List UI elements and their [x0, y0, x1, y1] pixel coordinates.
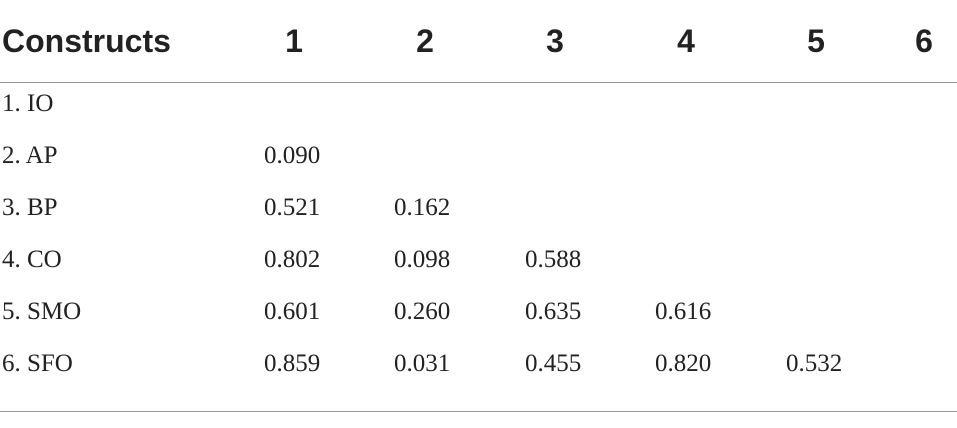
table-cell: 0.635	[525, 298, 582, 325]
row-label: 4. CO	[2, 246, 62, 273]
header-constructs: Constructs	[2, 23, 171, 59]
row-label: 1. IO	[2, 90, 54, 117]
row-label: 3. BP	[2, 194, 58, 221]
table-cell: 0.588	[525, 246, 582, 273]
table-cell: 0.601	[264, 298, 321, 325]
header-col-1: 1	[285, 23, 303, 59]
table-cell: 0.521	[264, 194, 321, 221]
header-col-5: 5	[807, 23, 825, 59]
table-row: 1. IO	[0, 84, 957, 136]
header-col-3: 3	[546, 23, 564, 59]
table-row: 3. BP 0.521 0.162	[0, 188, 957, 240]
table-bottom-rule	[0, 411, 957, 412]
table-cell: 0.616	[655, 298, 712, 325]
table-cell: 0.455	[525, 350, 582, 377]
correlation-table: Constructs 1 2 3 4 5 6 1. IO 2. AP 0.090…	[0, 0, 957, 412]
row-label: 5. SMO	[2, 298, 82, 325]
table-row: 2. AP 0.090	[0, 136, 957, 188]
row-label: 2. AP	[2, 142, 58, 169]
header-col-4: 4	[677, 23, 695, 59]
table-row: 4. CO 0.802 0.098 0.588	[0, 240, 957, 292]
table-cell: 0.260	[394, 298, 451, 325]
table-cell: 0.820	[655, 350, 712, 377]
table-cell: 0.162	[394, 194, 451, 221]
table-cell: 0.532	[786, 350, 843, 377]
table-header-row: Constructs 1 2 3 4 5 6	[0, 0, 957, 83]
table-row: 5. SMO 0.601 0.260 0.635 0.616	[0, 292, 957, 344]
table-cell: 0.098	[394, 246, 451, 273]
table-body: 1. IO 2. AP 0.090 3. BP 0.521 0.162 4. C…	[0, 84, 957, 396]
table-cell: 0.090	[264, 142, 321, 169]
header-col-6: 6	[915, 23, 933, 59]
table-cell: 0.031	[394, 350, 451, 377]
row-label: 6. SFO	[2, 350, 73, 377]
table-cell: 0.802	[264, 246, 321, 273]
header-col-2: 2	[416, 23, 434, 59]
table-cell: 0.859	[264, 350, 321, 377]
table-row: 6. SFO 0.859 0.031 0.455 0.820 0.532	[0, 344, 957, 396]
